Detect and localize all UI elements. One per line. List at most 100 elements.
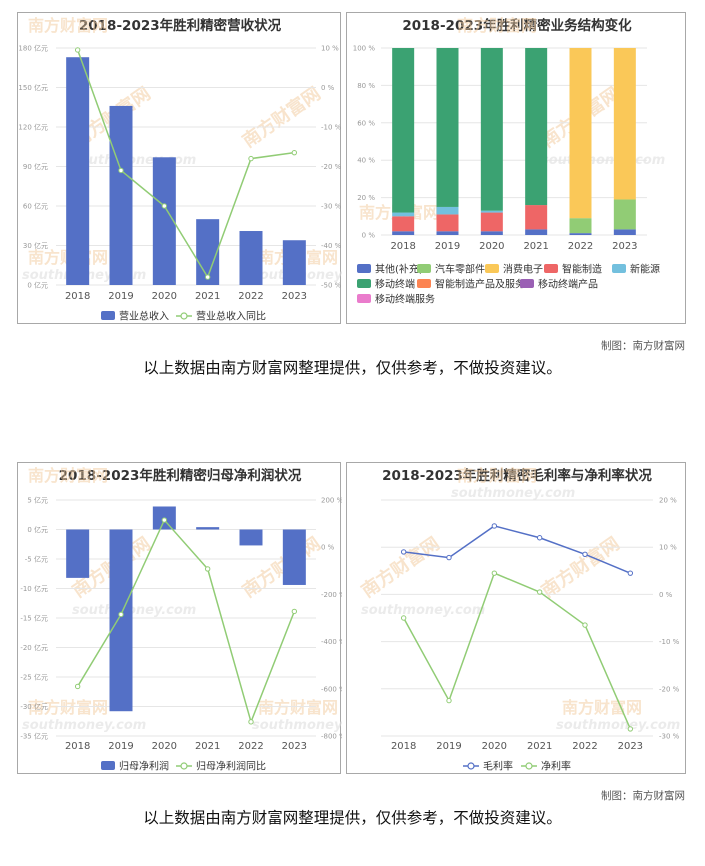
line-gross-margin bbox=[403, 525, 631, 574]
chart-title: 2018-2023年胜利精密营收状况 bbox=[79, 17, 282, 34]
y-tick-label: 180 亿元 bbox=[18, 44, 48, 53]
stack-segment bbox=[392, 216, 415, 232]
x-tick-label: 2022 bbox=[568, 241, 593, 252]
y-tick-label: 0 亿元 bbox=[27, 525, 48, 534]
stack-segment bbox=[480, 210, 503, 213]
y-tick-label: -800 % bbox=[321, 733, 342, 741]
y-tick-label: -30 % bbox=[659, 733, 680, 741]
legend-swatch bbox=[101, 311, 115, 320]
point-net-margin bbox=[400, 615, 407, 621]
x-tick-label: 2023 bbox=[282, 741, 307, 752]
y-tick-label: 80 % bbox=[357, 82, 375, 90]
y-tick-label: 200 % bbox=[321, 497, 342, 505]
watermark-text: 南方财富网 bbox=[357, 532, 443, 602]
stack-segment bbox=[613, 48, 636, 200]
stack-segment bbox=[436, 48, 459, 207]
point-revenue-yoy bbox=[248, 155, 254, 162]
y-tick-label: 20 % bbox=[659, 497, 677, 505]
watermark-text: 南方财富网 bbox=[537, 532, 623, 602]
point-gross-margin bbox=[400, 549, 407, 555]
point-gross-margin bbox=[627, 570, 634, 576]
business-structure-chart-panel: 2018-2023年胜利精密业务结构变化南方财富网南方财富网southmoney… bbox=[346, 12, 686, 324]
point-revenue-yoy bbox=[161, 203, 168, 209]
y-tick-label: -10 亿元 bbox=[20, 584, 48, 593]
x-tick-label: 2019 bbox=[435, 241, 460, 252]
x-tick-label: 2018 bbox=[390, 241, 415, 252]
x-tick-label: 2022 bbox=[572, 741, 597, 752]
legend-label: 营业总收入 bbox=[119, 310, 169, 323]
point-net-margin bbox=[491, 570, 498, 576]
net-profit-chart: 2018-2023年胜利精密归母净利润状况南方财富网南方财富网southmone… bbox=[20, 466, 342, 773]
y-tick-label: -30 亿元 bbox=[20, 702, 48, 711]
y-tick-label: -30 % bbox=[321, 203, 342, 211]
y-tick-label: 120 亿元 bbox=[18, 123, 48, 132]
point-net-profit-yoy bbox=[74, 683, 81, 690]
watermark-text: 南方财富网 bbox=[457, 16, 537, 35]
x-tick-label: 2022 bbox=[238, 291, 263, 302]
x-tick-label: 2019 bbox=[436, 741, 461, 752]
stack-segment bbox=[525, 205, 548, 230]
watermark-text: 南方财富网 bbox=[258, 698, 338, 717]
point-revenue-yoy bbox=[291, 149, 298, 156]
y-tick-label: 0 亿元 bbox=[27, 281, 48, 290]
chart-title: 2018-2023年胜利精密毛利率与净利率状况 bbox=[382, 467, 652, 484]
chart-title: 2018-2023年胜利精密业务结构变化 bbox=[402, 17, 632, 34]
point-net-profit-yoy bbox=[204, 566, 211, 572]
legend-swatch bbox=[180, 312, 188, 320]
x-tick-label: 2021 bbox=[195, 291, 220, 302]
y-tick-label: 0 % bbox=[321, 544, 335, 552]
watermark-text: southmoney.com bbox=[556, 718, 680, 733]
y-tick-label: 60 % bbox=[357, 119, 375, 127]
y-tick-label: 90 亿元 bbox=[23, 162, 48, 171]
watermark-text: southmoney.com bbox=[451, 486, 575, 501]
stack-segment bbox=[436, 214, 459, 232]
legend-swatch bbox=[357, 279, 371, 288]
line-net-margin bbox=[403, 572, 632, 730]
x-tick-label: 2018 bbox=[65, 291, 90, 302]
point-gross-margin bbox=[446, 554, 452, 561]
stack-segment bbox=[436, 231, 459, 235]
point-revenue-yoy bbox=[204, 274, 211, 280]
y-tick-label: 10 % bbox=[659, 544, 677, 552]
y-tick-label: 40 % bbox=[357, 157, 375, 165]
x-tick-label: 2020 bbox=[479, 241, 504, 252]
legend-swatch bbox=[180, 762, 188, 770]
x-tick-label: 2020 bbox=[152, 291, 177, 302]
y-tick-label: 60 亿元 bbox=[23, 202, 48, 211]
bar-net-profit bbox=[282, 529, 306, 585]
watermark-text: 南方财富网 bbox=[28, 698, 108, 717]
net-profit-chart-panel: 2018-2023年胜利精密归母净利润状况南方财富网南方财富网southmone… bbox=[17, 462, 342, 774]
x-tick-label: 2019 bbox=[108, 741, 133, 752]
y-tick-label: 10 % bbox=[321, 45, 339, 53]
point-gross-margin bbox=[536, 535, 543, 541]
bar-revenue bbox=[66, 57, 90, 285]
point-gross-margin bbox=[491, 523, 498, 529]
stack-segment bbox=[613, 199, 636, 230]
x-tick-label: 2020 bbox=[152, 741, 177, 752]
point-net-profit-yoy bbox=[161, 517, 168, 523]
y-tick-label: -40 % bbox=[321, 242, 342, 250]
legend-label: 消费电子 bbox=[503, 263, 543, 276]
watermark-text: southmoney.com bbox=[72, 153, 196, 168]
legend-swatch bbox=[485, 264, 499, 273]
x-tick-label: 2023 bbox=[612, 241, 637, 252]
y-tick-label: -20 亿元 bbox=[20, 643, 48, 652]
legend-label: 毛利率 bbox=[483, 760, 513, 773]
x-tick-label: 2022 bbox=[238, 741, 263, 752]
watermark-text: 南方财富网 bbox=[28, 466, 108, 485]
legend-swatch bbox=[520, 279, 534, 288]
x-tick-label: 2021 bbox=[527, 741, 552, 752]
point-net-margin bbox=[627, 726, 634, 732]
y-tick-label: 0 % bbox=[321, 84, 335, 92]
watermark-text: southmoney.com bbox=[22, 718, 146, 733]
stack-segment bbox=[569, 218, 592, 234]
y-tick-label: 0 % bbox=[362, 232, 376, 240]
y-tick-label: 20 % bbox=[357, 194, 375, 202]
point-gross-margin bbox=[582, 551, 588, 557]
stack-segment bbox=[436, 206, 459, 215]
y-tick-label: 100 % bbox=[353, 45, 376, 53]
x-tick-label: 2021 bbox=[195, 741, 220, 752]
y-tick-label: -50 % bbox=[321, 282, 342, 290]
x-tick-label: 2023 bbox=[618, 741, 643, 752]
stack-segment bbox=[525, 48, 548, 206]
